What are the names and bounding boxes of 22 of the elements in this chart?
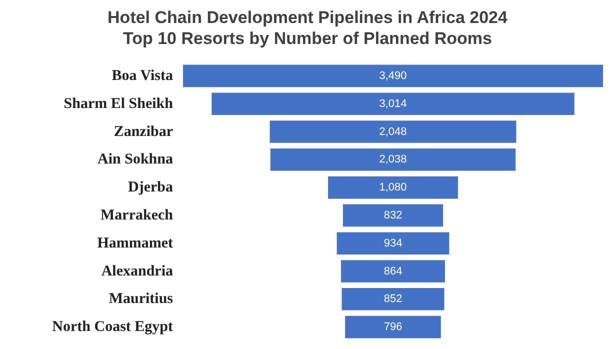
category-label: Marrakech xyxy=(100,207,174,224)
data-label: 1,080 xyxy=(379,182,407,194)
data-label: 832 xyxy=(384,209,402,222)
category-label: North Coast Egypt xyxy=(52,319,173,336)
category-label: Hammamet xyxy=(97,235,173,252)
data-label: 3,014 xyxy=(379,98,407,110)
text: Hotel Chain Development Pipelines in Africa 2024 xyxy=(108,8,508,27)
category-label: Ain Sokhna xyxy=(98,152,174,168)
category-label: Alexandria xyxy=(101,263,174,280)
data-label: 864 xyxy=(384,265,402,278)
category-label: Zanzibar xyxy=(114,124,174,140)
data-label: 796 xyxy=(384,321,402,334)
data-label: 852 xyxy=(384,293,402,306)
category-label: Boa Vista xyxy=(112,68,174,84)
data-label: 2,048 xyxy=(379,126,407,138)
category-label: Sharm El Sheikh xyxy=(64,96,174,112)
text: Top 10 Resorts by Number of Planned Rooms xyxy=(122,29,492,48)
category-label: Mauritius xyxy=(108,291,174,308)
data-label: 3,490 xyxy=(379,70,407,82)
data-label: 934 xyxy=(384,237,402,250)
category-label: Djerba xyxy=(128,180,174,196)
data-label: 2,038 xyxy=(379,154,407,166)
